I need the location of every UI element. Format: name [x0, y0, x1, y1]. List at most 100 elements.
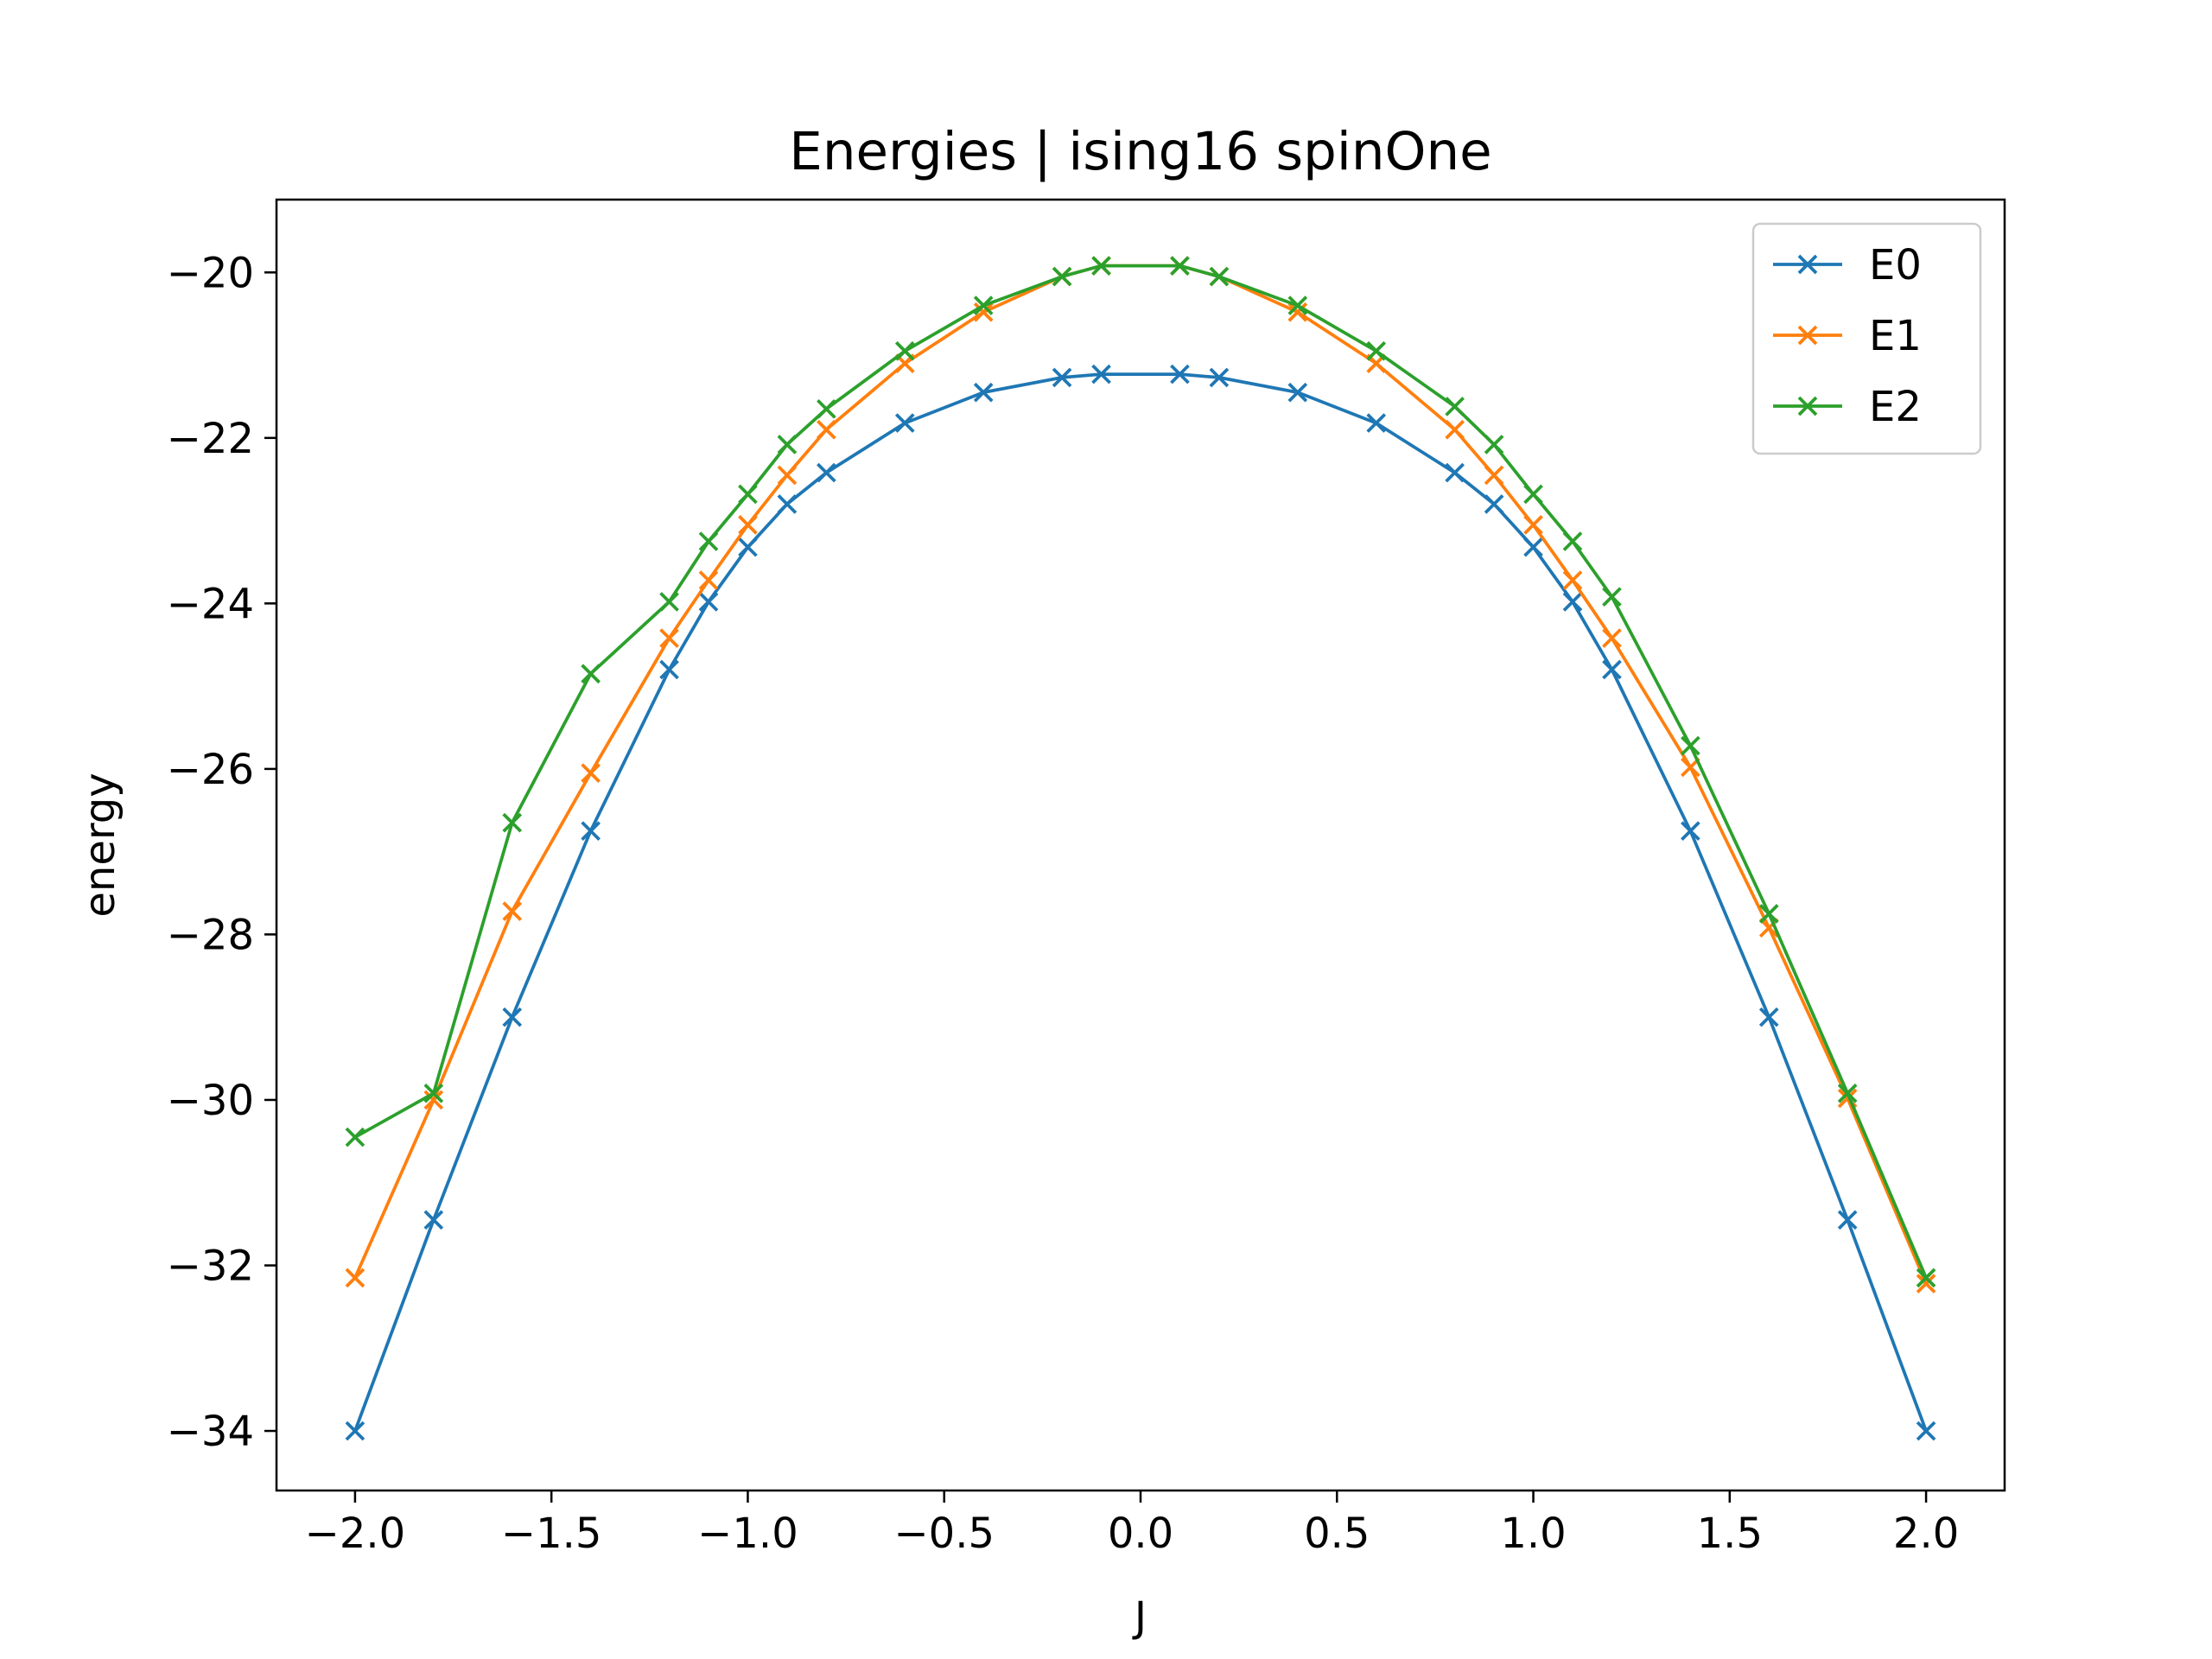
data-point	[1287, 296, 1308, 315]
x-tick-label: 1.0	[1500, 1510, 1566, 1558]
legend-marker	[1797, 254, 1818, 275]
data-point	[1916, 1274, 1936, 1294]
data-point	[1916, 1421, 1936, 1441]
data-point	[1523, 537, 1543, 557]
data-point	[1681, 821, 1700, 842]
x-tick-label: −0.5	[893, 1510, 995, 1558]
data-point	[973, 382, 994, 403]
data-point	[581, 821, 601, 842]
data-point	[1602, 628, 1622, 648]
data-point	[1091, 256, 1111, 276]
legend: E0 E1 E2	[1751, 222, 1982, 455]
data-point	[659, 659, 679, 680]
data-point	[659, 592, 679, 612]
legend-entry-E0: E0	[1773, 241, 1922, 289]
legend-label: E2	[1869, 383, 1922, 431]
data-point	[1366, 340, 1387, 361]
data-point	[1287, 382, 1308, 403]
data-point	[777, 465, 798, 486]
y-tick-label: −22	[167, 415, 254, 463]
data-point	[1484, 494, 1504, 514]
legend-marker	[1797, 396, 1818, 416]
data-point	[1837, 1083, 1858, 1103]
legend-entry-E1: E1	[1773, 312, 1922, 360]
data-point	[1052, 367, 1072, 388]
data-point	[1602, 659, 1622, 680]
x-tick-label: −1.0	[697, 1510, 798, 1558]
data-point	[1209, 266, 1230, 287]
data-point	[777, 435, 798, 454]
y-tick-label: −34	[167, 1408, 254, 1456]
y-tick-label: −30	[167, 1077, 254, 1125]
data-point	[738, 537, 758, 557]
legend-label: E1	[1869, 312, 1922, 360]
data-point	[1523, 515, 1543, 535]
series-layer	[345, 256, 1936, 1441]
x-tick-label: 0.0	[1108, 1510, 1173, 1558]
data-point	[581, 664, 601, 684]
data-point	[1562, 592, 1583, 612]
x-tick-label: −2.0	[305, 1510, 406, 1558]
data-point	[1287, 302, 1308, 322]
data-point	[738, 484, 758, 505]
data-point	[973, 296, 994, 315]
y-tick-label: −20	[167, 249, 254, 297]
data-point	[423, 1210, 444, 1230]
data-point	[1758, 904, 1779, 924]
data-point	[1445, 462, 1465, 483]
data-point	[345, 1421, 365, 1441]
data-point	[777, 494, 798, 514]
data-point	[698, 592, 719, 612]
data-point	[1562, 570, 1583, 590]
data-point	[894, 413, 915, 433]
data-point	[1484, 465, 1504, 486]
data-point	[1916, 1268, 1936, 1288]
data-point	[345, 1268, 365, 1288]
data-point	[1052, 266, 1072, 287]
series-E2	[345, 256, 1936, 1288]
data-point	[1837, 1210, 1858, 1230]
data-point	[738, 515, 758, 535]
data-point	[973, 302, 994, 322]
data-point	[345, 1127, 365, 1147]
x-tick-label: 0.5	[1304, 1510, 1370, 1558]
data-point	[817, 419, 836, 440]
data-point	[581, 763, 601, 784]
x-tick-label: 2.0	[1893, 1510, 1959, 1558]
data-point	[1445, 397, 1465, 416]
y-axis-label: energy	[76, 772, 124, 917]
data-point	[1209, 367, 1230, 388]
legend-box	[1751, 222, 1982, 455]
series-E0	[345, 364, 1936, 1441]
legend-label: E0	[1869, 241, 1922, 289]
data-point	[1758, 918, 1779, 938]
data-point	[1602, 587, 1622, 607]
x-axis: −2.0 −1.5 −1.0 −0.5 0.0 0.5 1.0 1.5 2.0	[305, 1491, 1959, 1558]
data-point	[698, 570, 719, 590]
y-tick-label: −26	[167, 746, 254, 794]
data-point	[502, 901, 523, 921]
legend-marker	[1797, 325, 1818, 346]
y-axis: −34 −32 −30 −28 −26 −24 −22 −20	[167, 249, 276, 1456]
x-tick-label: −1.5	[501, 1510, 602, 1558]
data-point	[1562, 531, 1583, 551]
legend-entry-E2: E2	[1773, 383, 1922, 431]
data-point	[894, 340, 915, 361]
data-point	[659, 628, 679, 648]
data-point	[1484, 435, 1504, 454]
data-point	[1091, 364, 1111, 385]
data-point	[423, 1083, 444, 1103]
x-axis-label: J	[1132, 1593, 1147, 1642]
data-point	[502, 812, 523, 833]
y-tick-label: −32	[167, 1243, 254, 1291]
y-tick-label: −28	[167, 911, 254, 959]
x-tick-label: 1.5	[1697, 1510, 1763, 1558]
data-point	[1523, 484, 1543, 505]
data-point	[698, 531, 719, 551]
y-tick-label: −24	[167, 580, 254, 628]
series-line	[353, 264, 1929, 1281]
data-point	[1366, 413, 1387, 433]
chart-title: Energies | ising16 spinOne	[789, 121, 1491, 182]
data-point	[817, 398, 836, 419]
